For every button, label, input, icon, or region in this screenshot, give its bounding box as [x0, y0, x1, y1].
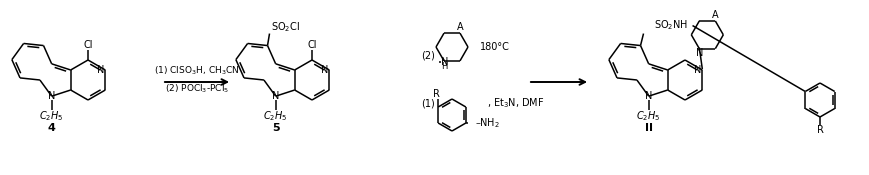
Text: N: N	[441, 57, 448, 67]
Text: N: N	[693, 65, 701, 75]
Text: H: H	[441, 62, 448, 71]
Text: 5: 5	[272, 123, 280, 133]
Text: –NH$_2$: –NH$_2$	[475, 116, 501, 130]
Text: Cl: Cl	[308, 40, 316, 50]
Text: R: R	[433, 89, 440, 99]
Text: , Et$_3$N, DMF: , Et$_3$N, DMF	[488, 96, 545, 110]
Text: $C_2H_5$: $C_2H_5$	[263, 109, 288, 123]
Text: N: N	[321, 65, 328, 75]
Text: A: A	[457, 22, 463, 32]
Text: (1) ClSO$_3$H, CH$_3$CN: (1) ClSO$_3$H, CH$_3$CN	[154, 65, 240, 77]
Text: N: N	[96, 65, 104, 75]
Text: SO$_2$Cl: SO$_2$Cl	[271, 21, 300, 34]
Text: (2) POCl$_3$-PCl$_5$: (2) POCl$_3$-PCl$_5$	[165, 83, 229, 95]
Text: (1): (1)	[421, 98, 434, 108]
Text: Cl: Cl	[83, 40, 93, 50]
Text: II: II	[645, 123, 653, 133]
Text: R: R	[817, 125, 824, 135]
Text: $C_2H_5$: $C_2H_5$	[636, 109, 661, 123]
Text: N: N	[272, 91, 279, 101]
Text: 180°C: 180°C	[480, 42, 510, 52]
Text: A: A	[712, 10, 719, 20]
Text: 4: 4	[48, 123, 56, 133]
Text: N: N	[645, 91, 653, 101]
Text: $C_2H_5$: $C_2H_5$	[39, 109, 64, 123]
Text: N: N	[48, 91, 56, 101]
Text: SO$_2$NH: SO$_2$NH	[653, 19, 687, 32]
Text: (2): (2)	[421, 50, 435, 60]
Text: N: N	[695, 48, 703, 58]
